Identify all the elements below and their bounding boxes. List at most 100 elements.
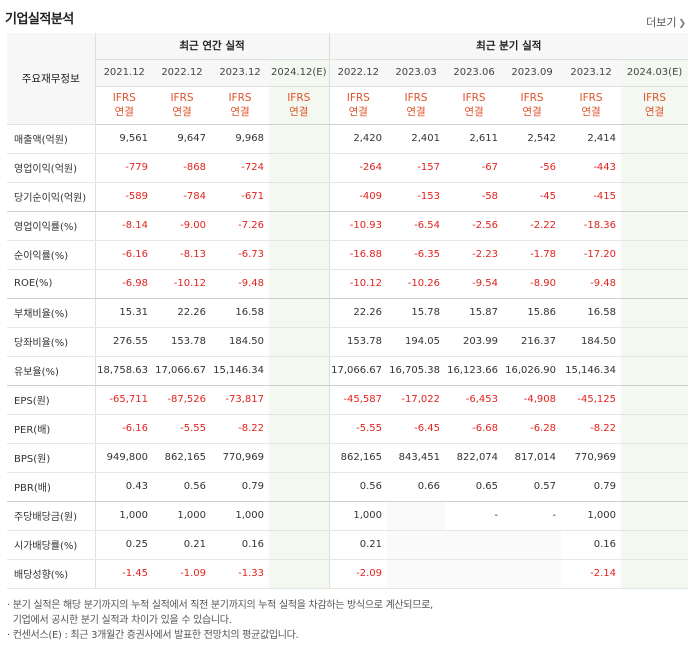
more-link[interactable]: 더보기 ❯ xyxy=(646,14,686,30)
table-cell xyxy=(269,385,330,415)
table-cell xyxy=(269,501,330,531)
row-label: 부채비율(%) xyxy=(7,298,96,328)
row-label: BPS(원) xyxy=(7,443,96,473)
table-row: 당좌비율(%) 276.55 153.78 184.50 153.78 194.05 203… xyxy=(7,327,689,357)
table-cell xyxy=(387,559,446,589)
ifrs-label: IFRS xyxy=(346,92,370,104)
table-cell xyxy=(621,327,689,357)
table-cell: 194.05 xyxy=(387,327,446,357)
consolidated-label: 연결 xyxy=(230,106,250,118)
table-cell: 153.78 xyxy=(153,327,211,357)
table-cell xyxy=(503,530,562,560)
table-cell: -45,587 xyxy=(329,385,388,415)
table-cell: -2.22 xyxy=(503,211,562,241)
table-cell: -18.36 xyxy=(561,211,622,241)
table-cell: 2,420 xyxy=(329,124,388,154)
table-cell: -8.90 xyxy=(503,269,562,299)
table-cell: 0.66 xyxy=(387,472,446,502)
consolidated-label: 연결 xyxy=(172,106,192,118)
table-cell: -1.33 xyxy=(211,559,269,589)
table-cell: -7.26 xyxy=(211,211,269,241)
table-cell: 1,000 xyxy=(329,501,388,531)
table-cell: -16.88 xyxy=(329,240,388,270)
footnote-line: 기업에서 공시한 분기 실적과 차이가 있을 수 있습니다. xyxy=(7,615,232,626)
table-cell: 0.25 xyxy=(95,530,153,560)
table-cell: - xyxy=(503,501,562,531)
table-cell: 17,066.67 xyxy=(153,356,211,386)
row-label: 배당성향(%) xyxy=(7,559,96,589)
table-cell xyxy=(387,530,446,560)
ifrs-badge: IFRS 연결 xyxy=(269,86,330,125)
table-cell: 22.26 xyxy=(153,298,211,328)
table-cell xyxy=(269,414,330,444)
table-cell: 16,123.66 xyxy=(445,356,504,386)
period-header: 2023.03 xyxy=(387,59,446,87)
table-cell: 0.57 xyxy=(503,472,562,502)
table-row: 순이익률(%) -6.16 -8.13 -6.73 -16.88 -6.35 -2.23 -1… xyxy=(7,240,689,270)
table-cell xyxy=(269,124,330,154)
table-cell xyxy=(269,211,330,241)
table-cell xyxy=(621,472,689,502)
table-cell: -8.13 xyxy=(153,240,211,270)
table-cell: 770,969 xyxy=(211,443,269,473)
table-row: 주당배당금(원) 1,000 1,000 1,000 1,000- -1,000 xyxy=(7,501,689,531)
table-cell xyxy=(621,211,689,241)
table-cell xyxy=(621,269,689,299)
table-cell xyxy=(269,269,330,299)
table-cell: -10.12 xyxy=(329,269,388,299)
table-row: 당기순이익(억원) -589 -784 -671 -409 -153 -58 -45 -415 xyxy=(7,182,689,212)
table-cell xyxy=(621,501,689,531)
table-cell: -10.26 xyxy=(387,269,446,299)
table-cell: -17,022 xyxy=(387,385,446,415)
consolidated-label: 연결 xyxy=(406,106,426,118)
table-cell xyxy=(621,240,689,270)
chevron-right-icon: ❯ xyxy=(678,19,686,29)
period-header: 2024.12(E) xyxy=(269,59,330,87)
annual-group-header: 최근 연간 실적 xyxy=(95,33,330,60)
table-row: EPS(원) -65,711 -87,526 -73,817 -45,587 -17,02… xyxy=(7,385,689,415)
table-cell xyxy=(445,530,504,560)
table-cell: 22.26 xyxy=(329,298,388,328)
table-cell: -589 xyxy=(95,182,153,212)
table-cell xyxy=(269,182,330,212)
table-cell: 153.78 xyxy=(329,327,388,357)
table-cell: -153 xyxy=(387,182,446,212)
table-cell xyxy=(621,153,689,183)
table-cell: 1,000 xyxy=(561,501,622,531)
table-cell xyxy=(621,443,689,473)
period-header: 2023.09 xyxy=(503,59,562,87)
table-cell: -8.22 xyxy=(561,414,622,444)
table-cell: 9,561 xyxy=(95,124,153,154)
ifrs-badge: IFRS 연결 xyxy=(153,86,211,125)
table-cell: 2,414 xyxy=(561,124,622,154)
table-cell: 276.55 xyxy=(95,327,153,357)
ifrs-label: IFRS xyxy=(228,92,252,104)
table-cell: 2,542 xyxy=(503,124,562,154)
table-cell xyxy=(621,182,689,212)
table-cell: -9.48 xyxy=(211,269,269,299)
table-cell xyxy=(503,559,562,589)
table-cell: 822,074 xyxy=(445,443,504,473)
table-cell xyxy=(269,443,330,473)
consolidated-label: 연결 xyxy=(644,106,665,118)
table-cell: 862,165 xyxy=(329,443,388,473)
table-row: 유보율(%) 18,758.63 17,066.67 15,146.34 17,066.… xyxy=(7,356,689,386)
ifrs-label: IFRS xyxy=(520,92,544,104)
table-cell: 817,014 xyxy=(503,443,562,473)
table-cell: -2.23 xyxy=(445,240,504,270)
table-cell: -779 xyxy=(95,153,153,183)
table-row: PER(배) -6.16 -5.55 -8.22 -5.55 -6.45 -6.68 -6.2… xyxy=(7,414,689,444)
table-cell: -784 xyxy=(153,182,211,212)
table-cell: 15.87 xyxy=(445,298,504,328)
ifrs-label: IFRS xyxy=(462,92,486,104)
table-cell: -2.09 xyxy=(329,559,388,589)
table-cell xyxy=(445,559,504,589)
ifrs-label: IFRS xyxy=(579,92,603,104)
table-cell: -9.48 xyxy=(561,269,622,299)
ifrs-badge: IFRS 연결 xyxy=(445,86,504,125)
table-cell: 15.31 xyxy=(95,298,153,328)
table-cell: 0.79 xyxy=(561,472,622,502)
table-cell: 17,066.67 xyxy=(329,356,388,386)
table-cell: -443 xyxy=(561,153,622,183)
table-cell: -9.54 xyxy=(445,269,504,299)
